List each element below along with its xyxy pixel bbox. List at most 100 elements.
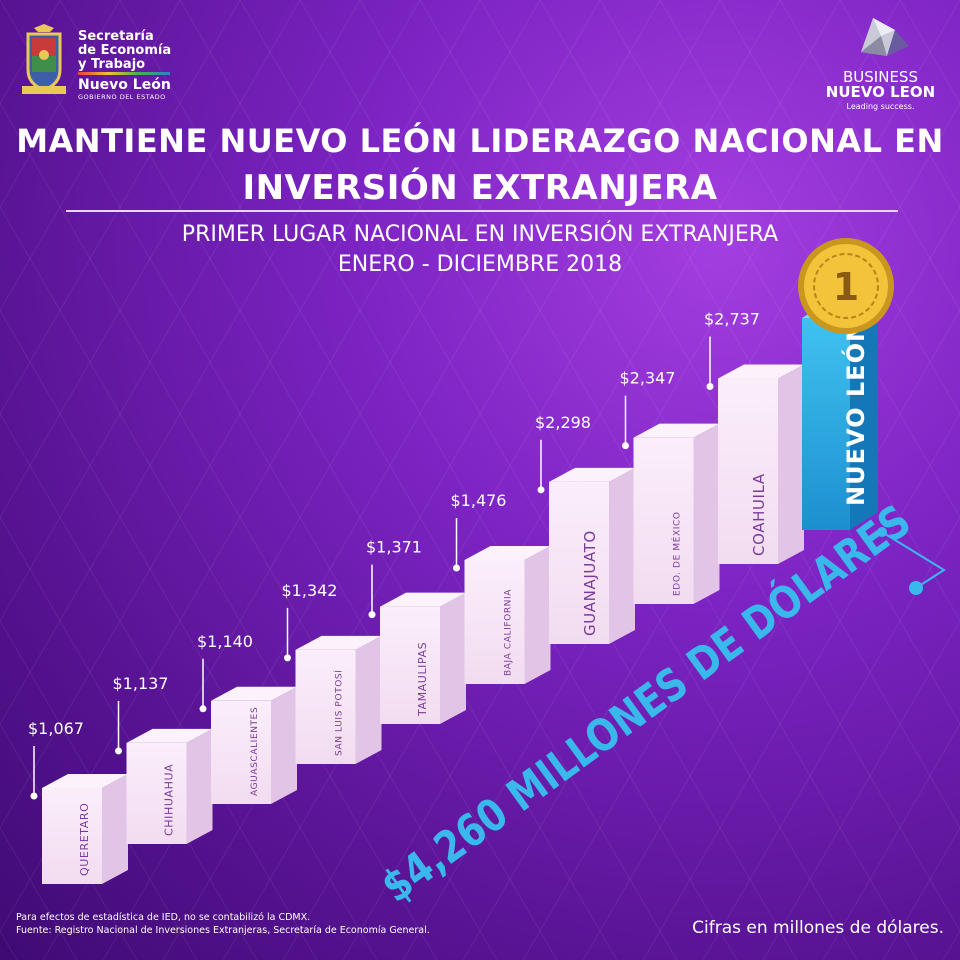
gov-logo-line-2: de Economía	[78, 43, 172, 58]
footnote-line-1: Para efectos de estadística de IED, no s…	[16, 912, 311, 923]
footnote-line-2: Fuente: Registro Nacional de Inversiones…	[16, 924, 430, 936]
brand-tagline: Leading success.	[846, 102, 915, 111]
first-place-medal-icon: 1	[798, 238, 894, 334]
leader-dot	[537, 486, 545, 494]
bar-top	[211, 686, 297, 701]
bar-chihuahua: CHIHUAHUA $1,137	[113, 674, 213, 844]
category-label: GUANAJUATO	[581, 530, 599, 636]
bar-edo-de-m-xico: EDO. DE MÉXICO $2,347	[620, 369, 720, 604]
category-label: AGUASCALIENTES	[250, 707, 260, 796]
bar-front	[633, 437, 694, 604]
category-label: BAJA CALIFORNIA	[504, 589, 514, 676]
brand-line-1: BUSINESS	[843, 68, 918, 86]
color-stripe	[78, 72, 170, 75]
leader-dot	[30, 792, 38, 800]
bar-tamaulipas: TAMAULIPAS $1,371	[366, 538, 466, 724]
bar-front	[464, 560, 525, 684]
highlight-connector	[877, 527, 946, 595]
leader-dot	[368, 611, 376, 619]
category-label: COAHUILA	[750, 473, 768, 556]
gov-logo-sub: GOBIERNO DEL ESTADO	[78, 93, 166, 101]
connector-dot	[877, 527, 887, 537]
value-label: $1,137	[113, 674, 169, 693]
category-label: SAN LUIS POTOSÍ	[333, 670, 345, 756]
leader-dot	[622, 442, 629, 450]
bar-san-luis-potos-: SAN LUIS POTOSÍ $1,342	[282, 581, 382, 764]
highlight-category-label: NUEVO LEÓN	[840, 321, 870, 506]
leader-dot	[115, 747, 122, 755]
connector-line	[881, 531, 946, 589]
units-note: Cifras en millones de dólares.	[692, 918, 944, 938]
subtitle-line-2: ENERO - DICIEMBRE 2018	[337, 252, 623, 277]
gov-logo-line-1: Secretaría	[78, 29, 154, 44]
connector-dot	[909, 581, 923, 595]
bar-nuevo-leon: NUEVO LEÓN	[802, 300, 878, 530]
bar-side	[693, 423, 720, 604]
bar-front	[380, 606, 440, 724]
bars: QUERETARO $1,067 CHIHUAHUA $1,137 AGUASCALIE…	[28, 310, 804, 884]
brand-emblem-icon	[860, 18, 909, 56]
bar-top	[295, 635, 382, 650]
medal-rank: 1	[833, 265, 859, 309]
business-nuevo-leon-logo: BUSINESS NUEVO LEON Leading success.	[818, 12, 943, 122]
bar-coahuila: COAHUILA $2,737	[704, 310, 804, 564]
bar-queretaro: QUERETARO $1,067	[28, 719, 128, 884]
value-label: $1,140	[197, 632, 253, 651]
bar-top	[126, 728, 213, 743]
bar-aguascalientes: AGUASCALIENTES $1,140	[197, 632, 297, 804]
medal-laurel	[813, 253, 879, 319]
gov-logo-state: Nuevo León	[78, 77, 171, 93]
leader-dot	[706, 383, 714, 391]
bar-guanajuato: GUANAJUATO $2,298	[535, 413, 635, 644]
category-label: CHIHUAHUA	[163, 764, 176, 836]
leader-dot	[453, 564, 460, 572]
bar-side	[850, 300, 878, 530]
bar-baja-california: BAJA CALIFORNIA $1,476	[451, 491, 551, 684]
value-label: $2,347	[620, 369, 676, 388]
value-label: $1,476	[451, 491, 507, 510]
subtitle-line-1: PRIMER LUGAR NACIONAL EN INVERSIÓN EXTRA…	[181, 222, 779, 247]
medal-inner	[804, 244, 888, 328]
bar-top	[633, 423, 720, 438]
brand-line-2: NUEVO LEON	[825, 83, 936, 101]
bar-top	[718, 364, 804, 379]
category-label: QUERETARO	[78, 803, 91, 876]
title-line-1: MANTIENE NUEVO LEÓN LIDERAZGO NACIONAL E…	[16, 122, 944, 160]
bar-front	[126, 742, 187, 844]
value-label: $1,342	[282, 581, 338, 600]
bar-side	[524, 546, 551, 684]
bar-side	[271, 686, 297, 804]
bar-top	[380, 592, 466, 607]
bar-side	[355, 635, 382, 764]
coat-of-arms-icon	[22, 24, 66, 94]
value-label: $2,298	[535, 413, 591, 432]
bar-top	[464, 546, 551, 561]
bar-front	[802, 318, 850, 530]
bar-side	[440, 592, 466, 724]
value-label: $2,737	[704, 310, 760, 329]
value-label: $1,371	[366, 538, 422, 557]
footnote: Para efectos de estadística de IED, no s…	[16, 912, 430, 938]
bar-side	[102, 774, 128, 884]
bar-front	[42, 788, 102, 884]
bar-top	[42, 774, 128, 788]
bar-front	[549, 481, 609, 644]
title-divider	[66, 210, 898, 212]
bar-side	[609, 467, 635, 644]
bar-side	[186, 728, 213, 844]
bar-top	[549, 467, 635, 482]
bar-front	[718, 378, 778, 564]
leader-dot	[284, 654, 291, 662]
category-label: EDO. DE MÉXICO	[671, 511, 683, 596]
bar-front	[211, 700, 271, 804]
leader-dot	[199, 705, 207, 713]
bar-side	[778, 364, 804, 564]
category-label: TAMAULIPAS	[416, 642, 429, 717]
title-line-2: INVERSIÓN EXTRANJERA	[242, 168, 718, 208]
gov-logo-line-3: y Trabajo	[78, 57, 146, 72]
bar-front	[295, 649, 356, 764]
value-label: $1,067	[28, 719, 84, 738]
government-logo: Secretaría de Economía y Trabajo Nuevo L…	[20, 24, 190, 101]
